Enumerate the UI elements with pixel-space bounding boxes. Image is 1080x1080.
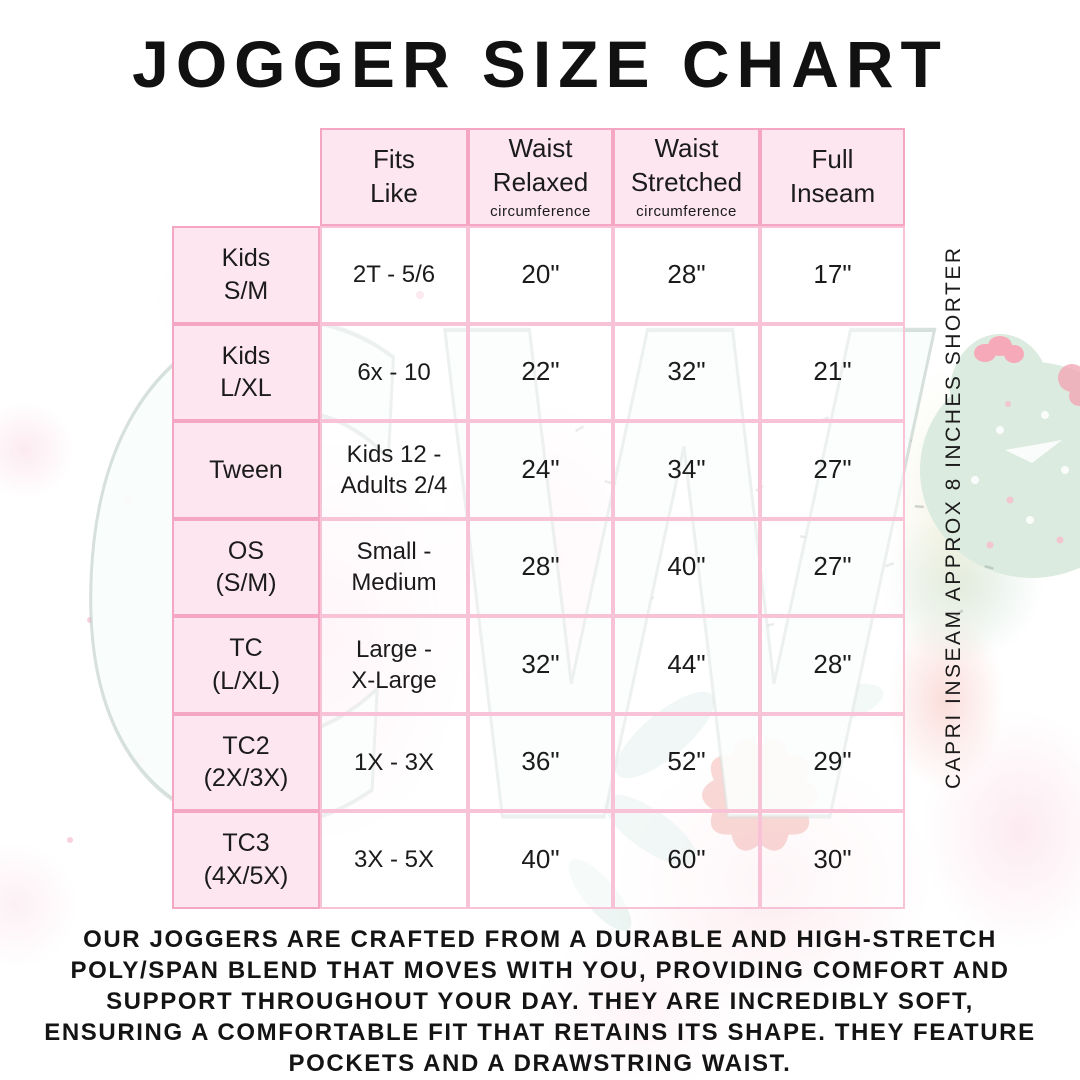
table-cell-waist-stretched: 34" — [613, 421, 760, 519]
column-header-sublabel: circumference — [490, 203, 591, 221]
table-cell-full-inseam: 17" — [760, 226, 905, 324]
row-header-tc-lxl: TC (L/XL) — [172, 616, 320, 714]
table-cell-full-inseam: 28" — [760, 616, 905, 714]
row-header-kids-lxl: Kids L/XL — [172, 323, 320, 421]
table-cell-waist-relaxed: 40" — [468, 811, 613, 909]
capri-inseam-note: CAPRI INSEAM APPROX 8 INCHES SHORTER — [942, 245, 965, 789]
column-header-waist-stretched: Waist Stretched circumference — [613, 128, 760, 226]
row-header-os-sm: OS (S/M) — [172, 518, 320, 616]
table-cell-waist-stretched: 44" — [613, 616, 760, 714]
row-header-tc3: TC3 (4X/5X) — [172, 811, 320, 909]
description-line: POCKETS AND A DRAWSTRING WAIST. — [288, 1050, 792, 1077]
table-cell-fits-like: Small - Medium — [320, 518, 468, 616]
row-header-kids-sm: Kids S/M — [172, 226, 320, 324]
table-cell-full-inseam: 21" — [760, 323, 905, 421]
description-line: SUPPORT THROUGHOUT YOUR DAY. THEY ARE IN… — [106, 988, 974, 1015]
table-cell-waist-relaxed: 24" — [468, 421, 613, 519]
table-cell-full-inseam: 29" — [760, 713, 905, 811]
column-header-full-inseam: Full Inseam — [760, 128, 905, 226]
table-cell-fits-like: 1X - 3X — [320, 713, 468, 811]
column-header-label: Waist Relaxed — [492, 133, 589, 198]
description-line: ENSURING A COMFORTABLE FIT THAT RETAINS … — [44, 1019, 1036, 1046]
table-cell-waist-stretched: 40" — [613, 518, 760, 616]
column-header-waist-relaxed: Waist Relaxed circumference — [468, 128, 613, 226]
column-header-label: Fits Like — [370, 144, 418, 208]
table-cell-waist-relaxed: 32" — [468, 616, 613, 714]
description-line: OUR JOGGERS ARE CRAFTED FROM A DURABLE A… — [83, 926, 997, 953]
row-header-tc2: TC2 (2X/3X) — [172, 713, 320, 811]
edge-flower-icon — [1058, 364, 1080, 406]
table-cell-waist-relaxed: 22" — [468, 323, 613, 421]
column-header-fits-like: Fits Like — [320, 128, 468, 226]
page-title: JOGGER SIZE CHART — [132, 27, 948, 101]
table-cell-waist-stretched: 60" — [613, 811, 760, 909]
table-cell-waist-relaxed: 20" — [468, 226, 613, 324]
row-header-tween: Tween — [172, 421, 320, 519]
table-cell-fits-like: 2T - 5/6 — [320, 226, 468, 324]
size-chart-table: Fits Like Waist Relaxed circumference Wa… — [172, 128, 905, 909]
product-description: OUR JOGGERS ARE CRAFTED FROM A DURABLE A… — [0, 924, 1080, 1079]
table-cell-waist-relaxed: 36" — [468, 713, 613, 811]
cactus-icon — [920, 334, 1080, 578]
table-cell-fits-like: 6x - 10 — [320, 323, 468, 421]
column-header-label: Waist Stretched — [630, 133, 743, 198]
table-cell-fits-like: 3X - 5X — [320, 811, 468, 909]
table-cell-fits-like: Kids 12 - Adults 2/4 — [320, 421, 468, 519]
table-cell-waist-relaxed: 28" — [468, 518, 613, 616]
table-cell-full-inseam: 27" — [760, 518, 905, 616]
table-corner-empty — [172, 128, 320, 226]
table-cell-waist-stretched: 52" — [613, 713, 760, 811]
table-cell-full-inseam: 30" — [760, 811, 905, 909]
column-header-label: Full Inseam — [789, 144, 876, 208]
table-cell-full-inseam: 27" — [760, 421, 905, 519]
table-cell-fits-like: Large - X-Large — [320, 616, 468, 714]
table-cell-waist-stretched: 28" — [613, 226, 760, 324]
description-line: POLY/SPAN BLEND THAT MOVES WITH YOU, PRO… — [70, 957, 1010, 984]
table-cell-waist-stretched: 32" — [613, 323, 760, 421]
column-header-sublabel: circumference — [636, 203, 737, 221]
